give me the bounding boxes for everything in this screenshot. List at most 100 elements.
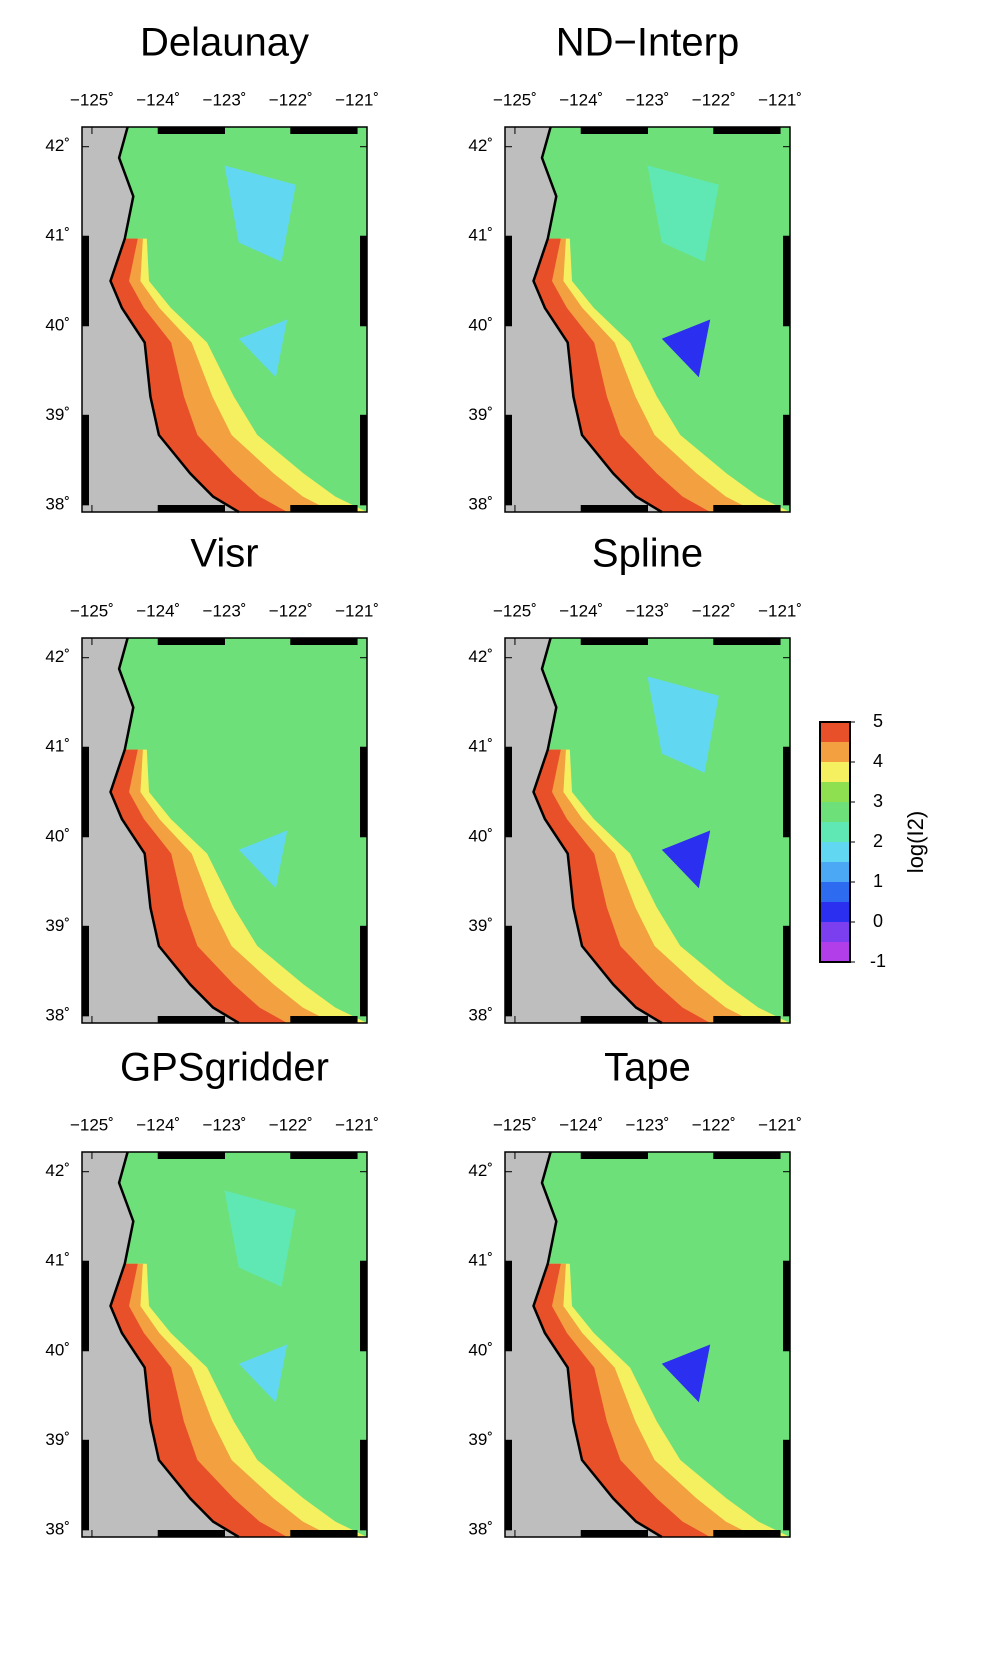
- field-band: [110, 238, 288, 512]
- colorbar-swatch: [820, 882, 850, 902]
- colorbar-tick-label: 4: [873, 751, 883, 771]
- lon-tick-label: −124˚: [559, 1115, 603, 1134]
- lat-tick-label: 38˚: [468, 1005, 493, 1024]
- lon-tick-label: −124˚: [136, 1115, 180, 1134]
- colorbar-tick-label: 1: [873, 871, 883, 891]
- frame-bar: [290, 1152, 358, 1159]
- frame-bar: [581, 127, 648, 134]
- field-band: [533, 238, 711, 512]
- lon-tick-label: −121˚: [758, 90, 802, 109]
- lat-tick-label: 42˚: [45, 647, 70, 666]
- frame-bar: [158, 1530, 225, 1537]
- lat-tick-label: 42˚: [468, 136, 493, 155]
- map-panel: Delaunay −125˚ −124˚ −123˚ −122˚ −121˚ 38˚ 39˚ 4…: [45, 21, 379, 514]
- lat-tick-label: 38˚: [468, 1519, 493, 1538]
- field-patch: [647, 1190, 719, 1287]
- lat-tick-label: 39˚: [468, 916, 493, 935]
- panel-title: Tape: [604, 1046, 691, 1090]
- colorbar-tick-label: 5: [873, 711, 883, 731]
- colorbar-swatch: [820, 802, 850, 822]
- frame-bar: [158, 638, 225, 645]
- lon-tick-label: −124˚: [559, 90, 603, 109]
- lat-tick-label: 39˚: [45, 405, 70, 424]
- map-panel: Spline −125˚ −124˚ −123˚ −122˚ −121˚ 38˚ 39˚ 40˚…: [468, 532, 802, 1025]
- frame-bar: [783, 747, 790, 837]
- frame-bar: [82, 236, 89, 326]
- frame-bar: [581, 638, 648, 645]
- map-panel: GPSgridder −125˚ −124˚ −123˚ −122˚ −121˚ 38˚ 39…: [45, 1046, 379, 1539]
- lat-tick-label: 41˚: [45, 226, 70, 245]
- frame-bar: [82, 1440, 89, 1530]
- colorbar-swatch: [820, 782, 850, 802]
- frame-bar: [158, 1152, 225, 1159]
- panel-title: GPSgridder: [120, 1046, 329, 1090]
- colorbar-tick-label: -1: [870, 951, 886, 971]
- coastline: [532, 126, 663, 514]
- coastline: [109, 637, 240, 1025]
- frame-bar: [783, 926, 790, 1016]
- lon-tick-label: −122˚: [692, 90, 736, 109]
- frame-bar: [290, 127, 358, 134]
- lat-tick-label: 41˚: [45, 737, 70, 756]
- lon-tick-label: −122˚: [692, 601, 736, 620]
- colorbar-tick-label: 0: [873, 911, 883, 931]
- colorbar-swatch: [820, 842, 850, 862]
- lon-tick-label: −121˚: [758, 601, 802, 620]
- frame-bar: [82, 747, 89, 837]
- lat-tick-label: 42˚: [468, 1161, 493, 1180]
- lon-tick-label: −123˚: [626, 601, 670, 620]
- field-band: [110, 749, 288, 1023]
- field-patch: [647, 676, 719, 773]
- lat-tick-label: 38˚: [45, 1519, 70, 1538]
- lon-tick-label: −125˚: [70, 1115, 114, 1134]
- lon-tick-label: −124˚: [136, 601, 180, 620]
- colorbar-swatch: [820, 822, 850, 842]
- frame-bar: [290, 505, 358, 512]
- frame-bar: [290, 638, 358, 645]
- coastline: [109, 126, 240, 514]
- frame-bar: [713, 505, 781, 512]
- frame-bar: [82, 415, 89, 505]
- frame-bar: [713, 1152, 781, 1159]
- lon-tick-label: −121˚: [758, 1115, 802, 1134]
- frame-bar: [783, 415, 790, 505]
- frame-bar: [158, 505, 225, 512]
- lat-tick-label: 38˚: [45, 494, 70, 513]
- lon-tick-label: −125˚: [70, 90, 114, 109]
- frame-bar: [505, 1440, 512, 1530]
- colorbar-swatch: [820, 862, 850, 882]
- lon-tick-label: −123˚: [203, 1115, 247, 1134]
- frame-bar: [581, 505, 648, 512]
- lon-tick-label: −123˚: [626, 1115, 670, 1134]
- colorbar-tick-label: 2: [873, 831, 883, 851]
- lat-tick-label: 38˚: [45, 1005, 70, 1024]
- lat-tick-label: 39˚: [468, 1430, 493, 1449]
- lon-tick-label: −123˚: [203, 601, 247, 620]
- lon-tick-label: −125˚: [493, 601, 537, 620]
- lat-tick-label: 39˚: [468, 405, 493, 424]
- field-band: [110, 1263, 288, 1537]
- frame-bar: [713, 127, 781, 134]
- lon-tick-label: −121˚: [335, 90, 379, 109]
- frame-bar: [505, 415, 512, 505]
- frame-bar: [360, 415, 367, 505]
- frame-bar: [581, 1152, 648, 1159]
- frame-bar: [360, 1440, 367, 1530]
- lon-tick-label: −125˚: [493, 90, 537, 109]
- frame-bar: [505, 926, 512, 1016]
- lat-tick-label: 41˚: [45, 1251, 70, 1270]
- lat-tick-label: 41˚: [468, 226, 493, 245]
- colorbar-swatch: [820, 942, 850, 962]
- lat-tick-label: 42˚: [45, 1161, 70, 1180]
- lon-tick-label: −124˚: [559, 601, 603, 620]
- field-patch: [661, 319, 711, 378]
- frame-bar: [783, 1440, 790, 1530]
- lat-tick-label: 40˚: [468, 826, 493, 845]
- frame-bar: [158, 127, 225, 134]
- map-panel: Visr −125˚ −124˚ −123˚ −122˚ −121˚ 38˚ 39˚ 40˚ 41…: [45, 532, 379, 1025]
- coastline: [109, 1151, 240, 1539]
- frame-bar: [360, 747, 367, 837]
- field-band: [533, 749, 711, 1023]
- frame-bar: [505, 1261, 512, 1351]
